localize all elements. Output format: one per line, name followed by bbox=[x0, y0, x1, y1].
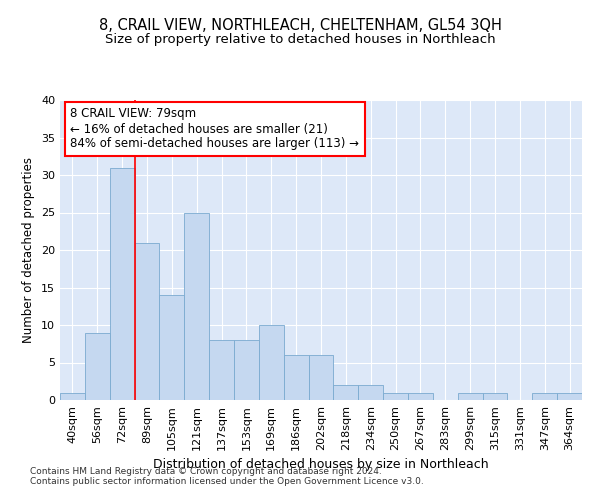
Bar bbox=[284, 355, 308, 400]
Bar bbox=[532, 392, 557, 400]
Text: Contains public sector information licensed under the Open Government Licence v3: Contains public sector information licen… bbox=[30, 477, 424, 486]
Bar bbox=[334, 385, 358, 400]
Bar bbox=[134, 242, 160, 400]
X-axis label: Distribution of detached houses by size in Northleach: Distribution of detached houses by size … bbox=[153, 458, 489, 471]
Bar bbox=[259, 325, 284, 400]
Bar bbox=[383, 392, 408, 400]
Bar bbox=[557, 392, 582, 400]
Bar bbox=[234, 340, 259, 400]
Bar bbox=[160, 295, 184, 400]
Bar bbox=[308, 355, 334, 400]
Bar bbox=[358, 385, 383, 400]
Text: Contains HM Land Registry data © Crown copyright and database right 2024.: Contains HM Land Registry data © Crown c… bbox=[30, 467, 382, 476]
Bar bbox=[458, 392, 482, 400]
Bar bbox=[110, 168, 134, 400]
Bar bbox=[85, 332, 110, 400]
Bar bbox=[482, 392, 508, 400]
Y-axis label: Number of detached properties: Number of detached properties bbox=[22, 157, 35, 343]
Text: 8, CRAIL VIEW, NORTHLEACH, CHELTENHAM, GL54 3QH: 8, CRAIL VIEW, NORTHLEACH, CHELTENHAM, G… bbox=[98, 18, 502, 32]
Bar bbox=[408, 392, 433, 400]
Bar bbox=[60, 392, 85, 400]
Text: 8 CRAIL VIEW: 79sqm
← 16% of detached houses are smaller (21)
84% of semi-detach: 8 CRAIL VIEW: 79sqm ← 16% of detached ho… bbox=[70, 108, 359, 150]
Bar bbox=[184, 212, 209, 400]
Text: Size of property relative to detached houses in Northleach: Size of property relative to detached ho… bbox=[104, 32, 496, 46]
Bar bbox=[209, 340, 234, 400]
